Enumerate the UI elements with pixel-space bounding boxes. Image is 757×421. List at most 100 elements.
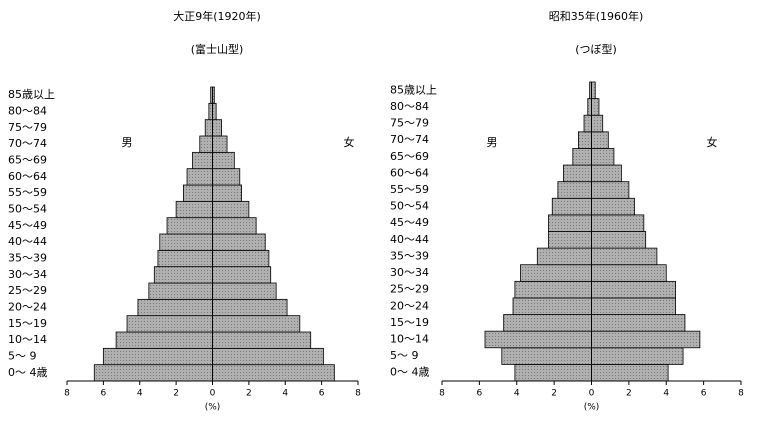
x-tick-label: 4: [663, 389, 669, 399]
y-tick-label: 65～69: [390, 150, 429, 163]
x-tick-label: 2: [173, 389, 179, 399]
bar: [212, 364, 335, 382]
x-tick-label: 8: [439, 389, 445, 399]
bar: [212, 217, 257, 235]
bar: [212, 315, 301, 333]
y-tick-label: 85歳以上: [8, 88, 55, 101]
bar: [591, 363, 669, 382]
x-tick-label: 8: [355, 389, 361, 399]
y-tick-label: 65～69: [8, 154, 47, 167]
bar: [591, 148, 615, 166]
bar: [591, 81, 596, 100]
y-tick-label: 50～54: [390, 200, 429, 213]
bar: [182, 184, 213, 202]
x-tick-label: 4: [514, 389, 520, 399]
y-tick-label: 40～44: [390, 233, 429, 246]
y-tick-label: 70～74: [8, 137, 47, 150]
y-tick-label: 10～14: [390, 332, 429, 345]
bar: [591, 164, 622, 183]
y-tick-label: 0～ 4歳: [8, 366, 48, 379]
bar: [572, 148, 592, 166]
chart-subtitle: (つぼ型): [575, 42, 617, 56]
x-tick-label: 6: [477, 389, 483, 399]
bar: [563, 164, 592, 183]
x-tick-label: 6: [319, 389, 325, 399]
y-tick-label: 15～19: [8, 317, 47, 330]
chart-title: 昭和35年(1960年): [549, 9, 644, 23]
y-tick-label: 60～64: [8, 170, 47, 183]
y-tick-label: 80～84: [8, 105, 47, 118]
y-tick-label: 85歳以上: [390, 83, 437, 96]
bar: [153, 266, 213, 284]
y-tick-label: 45～49: [390, 216, 429, 229]
bar: [212, 200, 250, 219]
bar: [514, 363, 592, 382]
bar: [212, 151, 235, 170]
bar: [591, 231, 647, 249]
bar: [591, 280, 676, 299]
x-tick-label: 8: [738, 389, 744, 399]
chart-title: 大正9年(1920年): [173, 9, 261, 23]
bar: [578, 131, 592, 149]
y-tick-label: 60～64: [390, 166, 429, 179]
bar: [512, 297, 592, 315]
bar: [148, 282, 213, 300]
bar: [212, 282, 277, 300]
y-tick-label: 75～79: [390, 117, 429, 130]
bar: [212, 135, 228, 153]
bar: [583, 114, 592, 133]
y-tick-label: 35～39: [390, 249, 429, 262]
x-tick-label: 2: [626, 389, 632, 399]
legend-female: 女: [707, 135, 718, 149]
legend-female: 女: [344, 135, 355, 149]
chart-subtitle: (富士山型): [191, 42, 244, 56]
x-tick-label: 6: [101, 389, 107, 399]
bar: [587, 98, 592, 116]
bar: [557, 181, 592, 199]
bar: [591, 247, 658, 266]
bar: [212, 347, 324, 366]
bar: [503, 314, 592, 332]
bar: [591, 181, 630, 199]
x-tick-label: 4: [137, 389, 143, 399]
x-tick-label: 0: [210, 389, 216, 399]
bar: [514, 280, 592, 299]
bar: [536, 247, 592, 266]
y-tick-label: 15～19: [390, 316, 429, 329]
bar: [212, 184, 243, 202]
y-tick-label: 30～34: [8, 268, 47, 281]
x-tick-label: 0: [589, 389, 595, 399]
bar: [175, 200, 213, 219]
y-tick-label: 25～29: [390, 283, 429, 296]
y-tick-label: 10～14: [8, 333, 47, 346]
y-tick-label: 30～34: [390, 266, 429, 279]
bar: [199, 135, 213, 153]
bar: [591, 214, 645, 232]
y-tick-label: 50～54: [8, 203, 47, 216]
bar: [212, 298, 288, 317]
bar: [591, 314, 686, 332]
x-tick-label: 2: [246, 389, 252, 399]
y-tick-label: 5～ 9: [8, 350, 37, 363]
bar: [186, 168, 213, 186]
bar: [501, 347, 592, 365]
bar: [484, 330, 592, 349]
bar: [591, 98, 600, 116]
bar: [159, 233, 213, 251]
y-tick-label: 0～ 4歳: [390, 366, 430, 379]
bar: [591, 197, 635, 216]
bar: [93, 364, 213, 382]
legend-male: 男: [487, 136, 498, 149]
y-tick-label: 5～ 9: [390, 349, 419, 362]
bar: [126, 315, 213, 333]
bar: [212, 233, 266, 251]
bar: [212, 266, 272, 284]
y-tick-label: 45～49: [8, 219, 47, 232]
bar: [591, 330, 701, 349]
x-axis-label: (%): [584, 403, 600, 413]
bar: [591, 264, 667, 282]
bar: [157, 249, 213, 268]
bar: [115, 331, 213, 349]
bar: [520, 264, 592, 282]
